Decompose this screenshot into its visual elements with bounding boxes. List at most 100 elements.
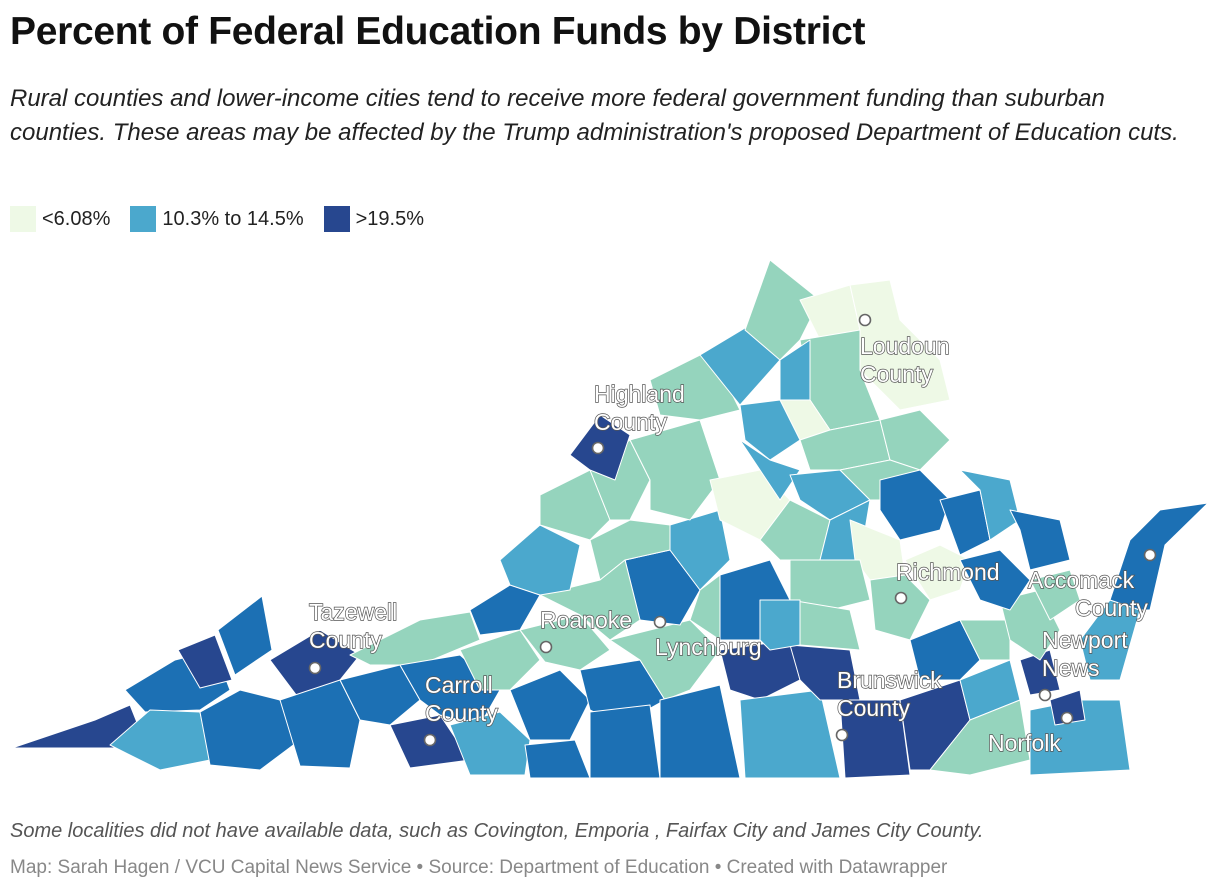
city-brunswick-county-label: Brunswick County [837, 667, 942, 721]
legend-item-mid: 10.3% to 14.5% [130, 206, 304, 232]
legend-item-highest: >19.5% [323, 206, 424, 232]
region-pittsylvania-area[interactable] [659, 684, 741, 779]
region-northampton-area[interactable] [1079, 599, 1141, 681]
city-carroll-county-label: Carroll County [425, 672, 498, 726]
region-halifax-area[interactable] [739, 689, 841, 779]
city-label-line: County [860, 361, 933, 387]
region-henry-area[interactable] [589, 704, 661, 779]
legend-item-lowest: <6.08% [10, 206, 110, 232]
region-page-area[interactable] [739, 399, 801, 461]
city-marker [308, 661, 322, 675]
city-accomack-county-label: Accomack County [1028, 567, 1148, 621]
legend-swatch-highest [323, 206, 350, 232]
city-label-line: County [837, 695, 910, 721]
city-marker [591, 441, 605, 455]
region-mathews-area[interactable] [1029, 569, 1081, 621]
region-floyd-area[interactable] [509, 669, 591, 741]
city-marker [894, 591, 908, 605]
city-lynchburg[interactable]: Lynchburg [653, 615, 762, 661]
credit-line: Map: Sarah Hagen / VCU Capital News Serv… [10, 857, 948, 878]
city-label-line: Carroll [425, 672, 493, 698]
city-label-line: Loudoun [860, 333, 950, 359]
region-mid-virginia-low[interactable] [689, 574, 721, 641]
region-pulaski-area[interactable] [459, 629, 541, 691]
region-prince-william-area[interactable] [879, 409, 951, 471]
city-norfolk[interactable]: Norfolk [987, 711, 1074, 757]
region-goochland-area[interactable] [789, 559, 871, 611]
legend-swatch-mid [130, 206, 157, 232]
virginia-choropleth-map: Highland County Loudoun County Tazewell Cou… [11, 259, 1209, 779]
city-marker [1143, 548, 1157, 562]
region-prince-edward-area[interactable] [759, 599, 801, 651]
city-label-line: Tazewell [309, 599, 397, 625]
city-marker [1060, 711, 1074, 725]
region-isle-of-wight-area[interactable] [929, 699, 1031, 776]
city-marker [653, 615, 667, 629]
page-title: Percent of Federal Education Funds by Di… [10, 10, 866, 53]
region-northumberland-area[interactable] [1009, 509, 1071, 571]
region-giles-area[interactable] [469, 584, 541, 636]
city-labels: Highland County Loudoun County Tazewell Cou… [308, 313, 1157, 757]
footnote: Some localities did not have available d… [10, 820, 984, 842]
city-label-line: Accomack [1028, 567, 1135, 593]
city-richmond[interactable]: Richmond [894, 558, 1000, 605]
city-marker [858, 313, 872, 327]
region-bland-area[interactable] [349, 611, 481, 666]
city-richmond-label: Richmond [896, 559, 1000, 585]
region-caroline-area[interactable] [879, 469, 951, 541]
city-label-line: County [425, 700, 498, 726]
region-essex-area[interactable] [959, 469, 1021, 541]
city-tazewell-county-label: Tazewell County [309, 599, 397, 653]
region-henrico-area[interactable] [904, 544, 971, 601]
region-greene-area[interactable] [739, 439, 801, 501]
city-newport-news-label: Newport News [1042, 627, 1128, 681]
city-label-line: County [309, 627, 382, 653]
city-roanoke-label: Roanoke [540, 607, 632, 633]
city-loudoun-county-label: Loudoun County [860, 333, 950, 387]
city-norfolk-label: Norfolk [988, 730, 1061, 756]
city-label-line: Brunswick [837, 667, 942, 693]
city-tazewell-county[interactable]: Tazewell County [308, 598, 398, 675]
city-label-line: County [1075, 595, 1148, 621]
region-mecklenburg-area[interactable] [839, 699, 911, 779]
region-far-southwest[interactable] [11, 704, 141, 749]
city-highland-county-label: Highland County [594, 381, 685, 435]
map-regions [11, 259, 1209, 779]
city-newport-news[interactable]: Newport News [1038, 626, 1129, 702]
region-botetourt-area[interactable] [539, 559, 641, 641]
region-suffolk-area[interactable] [1049, 689, 1086, 726]
city-carroll-county[interactable]: Carroll County [423, 671, 499, 747]
city-marker [539, 640, 553, 654]
region-wise-area[interactable] [177, 634, 233, 689]
subtitle: Rural counties and lower-income cities t… [10, 85, 1179, 146]
city-label-line: County [594, 409, 667, 435]
city-roanoke[interactable]: Roanoke [539, 606, 633, 654]
legend-label-highest: >19.5% [355, 207, 424, 230]
city-label-line: Newport [1042, 627, 1128, 653]
region-gloucester-area[interactable] [959, 549, 1031, 611]
city-accomack-county[interactable]: Accomack County [1027, 548, 1157, 622]
region-craig-area[interactable] [499, 524, 581, 596]
legend-label-lowest: <6.08% [42, 207, 111, 230]
region-washington-area[interactable] [279, 679, 361, 769]
region-alleghany-area[interactable] [539, 469, 611, 541]
city-marker [423, 733, 437, 747]
legend-label-mid: 10.3% to 14.5% [162, 207, 304, 230]
region-dinwiddie-area[interactable] [909, 619, 981, 681]
region-montgomery-area[interactable] [519, 614, 611, 671]
city-lynchburg-label: Lynchburg [655, 634, 762, 660]
region-smyth-area[interactable] [339, 664, 421, 726]
legend: <6.08% 10.3% to 14.5% >19.5% [10, 206, 424, 232]
legend-swatch-lowest [10, 206, 36, 232]
region-patrick-area[interactable] [524, 739, 591, 779]
region-dickenson-area[interactable] [217, 595, 273, 676]
region-accomack-area[interactable] [1109, 502, 1209, 611]
city-label-line: Highland [594, 381, 685, 407]
city-marker [1038, 688, 1052, 702]
city-label-line: News [1042, 655, 1100, 681]
city-loudoun-county[interactable]: Loudoun County [858, 313, 950, 388]
city-brunswick-county[interactable]: Brunswick County [835, 666, 943, 742]
city-highland-county[interactable]: Highland County [591, 380, 685, 455]
region-richmond-area[interactable] [869, 574, 931, 641]
city-marker [835, 728, 849, 742]
